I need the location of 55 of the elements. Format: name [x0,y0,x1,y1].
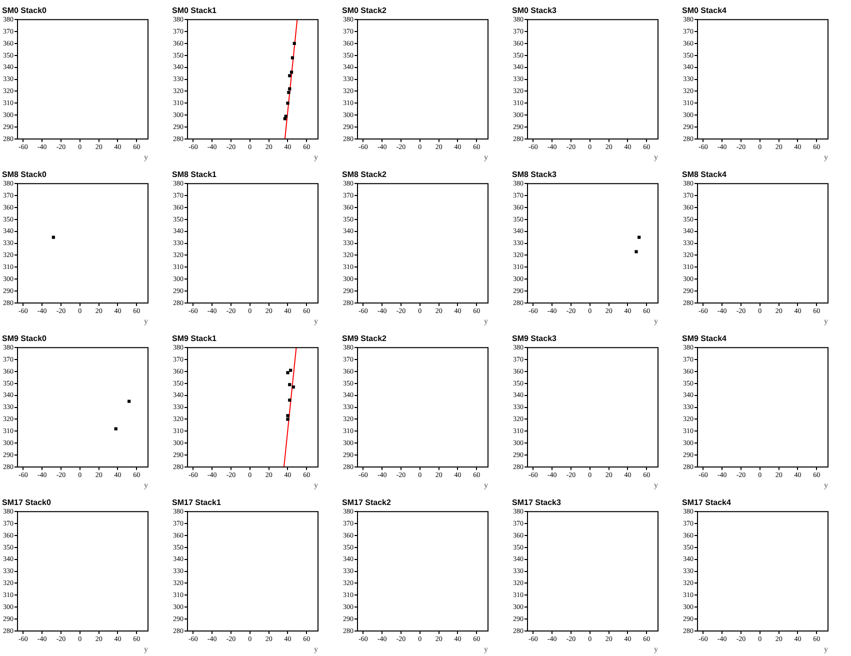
x-axis-title: y [654,152,658,162]
chart-title: SM8 Stack1 [172,170,218,180]
point [292,42,296,46]
point [288,74,292,78]
chart-title: SM0 Stack4 [682,6,728,16]
point [288,383,292,386]
chart-title: SM0 Stack1 [172,6,218,16]
point [290,56,294,60]
x-axis-title: y [144,480,148,490]
x-axis-title: y [314,152,318,162]
chart-title: SM17 Stack1 [172,498,222,508]
point [289,368,292,372]
chart-title: SM17 Stack0 [2,498,52,508]
chart-title: SM0 Stack3 [512,6,558,16]
point [287,90,290,94]
x-axis-title: y [654,480,658,490]
chart-title: SM17 Stack2 [342,498,392,508]
chart-title: SM9 Stack2 [342,334,388,344]
x-axis-title: y [654,316,658,326]
x-axis-title: y [484,644,488,654]
x-axis-title: y [484,480,488,490]
x-axis-title: y [484,316,488,326]
x-axis-title: y [144,316,148,326]
chart-title: SM8 Stack0 [2,170,48,180]
point [288,398,292,402]
x-axis-title: y [484,152,488,162]
point [286,418,290,421]
chart-title: SM8 Stack4 [682,170,728,180]
point [290,70,294,74]
point [288,87,292,90]
x-axis-title: y [654,644,658,654]
x-axis-title: y [314,316,318,326]
x-axis-title: y [824,316,828,326]
point [292,385,295,389]
point [286,102,290,105]
x-axis-title: y [314,644,318,654]
x-axis-title: y [144,152,148,162]
chart-title: SM9 Stack3 [512,334,558,344]
chart-title: SM0 Stack2 [342,6,388,16]
chart-title: SM9 Stack0 [2,334,48,344]
chart-title: SM9 Stack4 [682,334,728,344]
x-axis-title: y [314,480,318,490]
chart-title: SM8 Stack3 [512,170,558,180]
x-axis-title: y [144,644,148,654]
x-axis-title: y [824,644,828,654]
chart-title: SM17 Stack3 [512,498,562,508]
chart-title: SM17 Stack4 [682,498,732,508]
x-axis-title: y [824,152,828,162]
point [286,414,290,418]
point [283,117,286,120]
chart-title: SM0 Stack0 [2,6,48,16]
point [286,371,290,374]
chart-title: SM8 Stack2 [342,170,388,180]
chart-title: SM9 Stack1 [172,334,218,344]
x-axis-title: y [824,480,828,490]
